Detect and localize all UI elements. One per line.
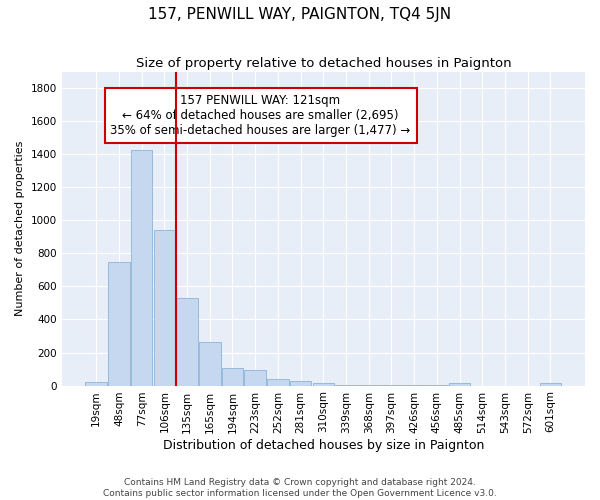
Bar	[154, 230, 175, 386]
Bar	[267, 378, 289, 386]
Title: Size of property relative to detached houses in Paignton: Size of property relative to detached ho…	[136, 58, 511, 70]
Bar	[85, 382, 107, 386]
Y-axis label: Number of detached properties: Number of detached properties	[15, 141, 25, 316]
Bar	[176, 298, 198, 386]
Bar	[244, 370, 266, 386]
Bar	[313, 383, 334, 386]
Text: 157 PENWILL WAY: 121sqm
← 64% of detached houses are smaller (2,695)
35% of semi: 157 PENWILL WAY: 121sqm ← 64% of detache…	[110, 94, 410, 136]
Bar	[539, 383, 561, 386]
X-axis label: Distribution of detached houses by size in Paignton: Distribution of detached houses by size …	[163, 440, 484, 452]
Bar	[449, 382, 470, 386]
Text: Contains HM Land Registry data © Crown copyright and database right 2024.
Contai: Contains HM Land Registry data © Crown c…	[103, 478, 497, 498]
Bar	[199, 342, 221, 386]
Bar	[290, 381, 311, 386]
Bar	[108, 262, 130, 386]
Text: 157, PENWILL WAY, PAIGNTON, TQ4 5JN: 157, PENWILL WAY, PAIGNTON, TQ4 5JN	[148, 8, 452, 22]
Bar	[222, 368, 243, 386]
Bar	[335, 384, 357, 386]
Bar	[131, 150, 152, 386]
